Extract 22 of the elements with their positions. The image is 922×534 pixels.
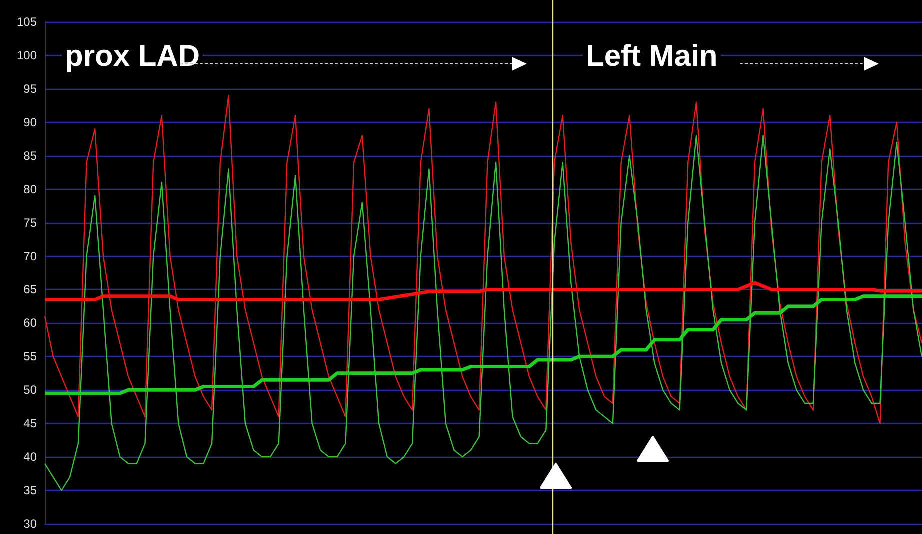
y-tick-label: 75 [24,216,38,230]
y-tick-label: 65 [24,282,38,297]
y-tick-label: 80 [24,182,38,196]
y-tick-label: 55 [24,350,38,364]
annotation: Left Main [583,40,721,74]
y-tick-label: 105 [16,15,38,29]
y-tick-label: 60 [24,316,38,330]
line-series [44,135,922,492]
y-tick-label: 30 [24,517,38,531]
line-series [43,281,922,302]
line-series [44,95,922,424]
y-tick-label: 95 [24,82,38,96]
y-tick-label: 90 [24,115,38,130]
y-tick-label: 85 [24,148,38,163]
annotation: prox LAD [62,40,203,74]
y-tick-label: 40 [24,450,38,464]
y-tick-label: 70 [24,249,38,264]
y-tick-label: 100 [16,48,38,62]
y-tick-label: 35 [24,484,38,498]
line-series [43,294,922,396]
y-tick-label: 50 [24,383,38,398]
y-tick-label: 45 [24,416,38,431]
